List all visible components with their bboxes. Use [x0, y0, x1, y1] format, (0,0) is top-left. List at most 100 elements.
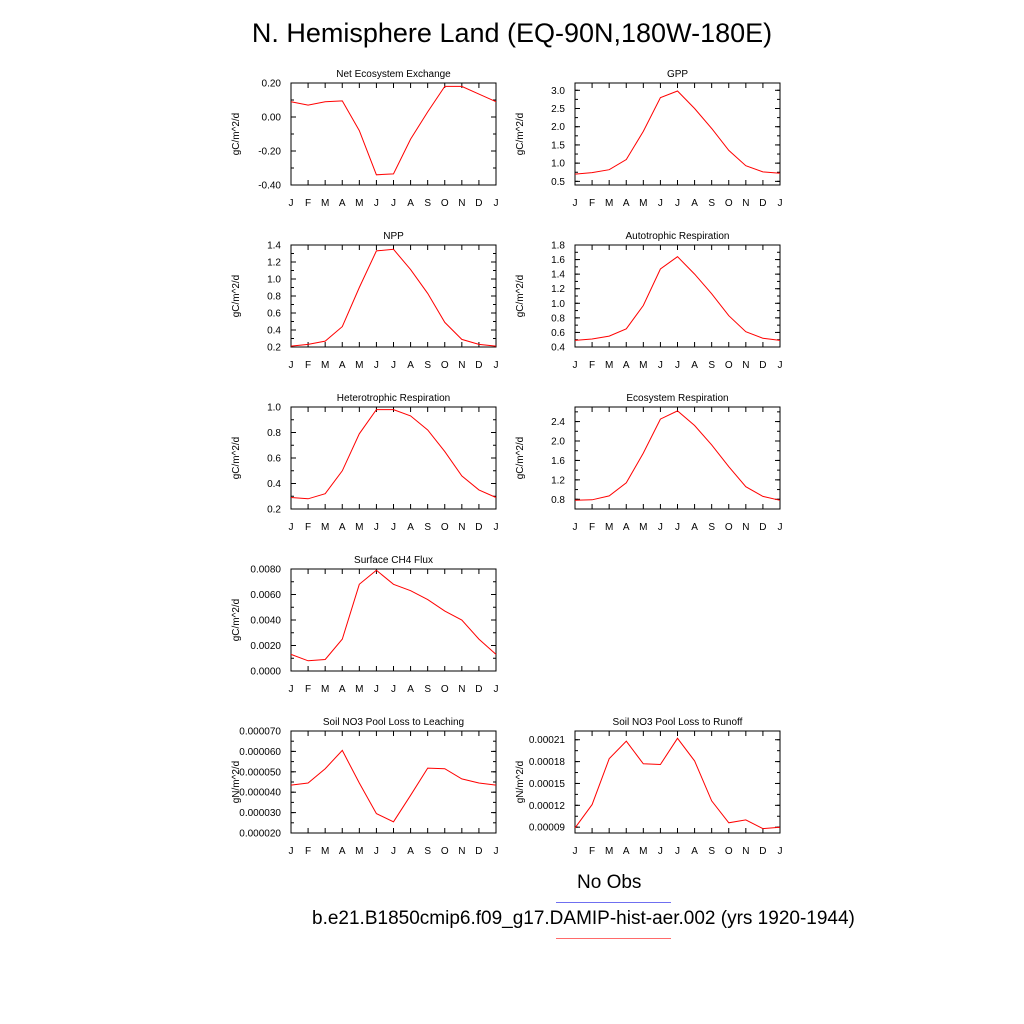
- y-tick-label: 0.4: [551, 343, 565, 354]
- x-tick-label: F: [589, 360, 595, 371]
- x-tick-label: A: [339, 684, 346, 695]
- legend-label-obs: No Obs: [577, 872, 642, 893]
- x-tick-label: J: [573, 846, 578, 857]
- x-tick-label: S: [424, 522, 431, 533]
- x-tick-label: M: [639, 846, 647, 857]
- x-tick-label: A: [339, 522, 346, 533]
- y-tick-label: 0.00012: [529, 801, 566, 812]
- x-tick-label: J: [289, 684, 294, 695]
- x-tick-label: J: [494, 360, 499, 371]
- x-tick-label: F: [305, 522, 311, 533]
- x-tick-label: J: [374, 846, 379, 857]
- y-axis-label: gN/m^2/d: [515, 761, 526, 804]
- y-tick-label: 1.6: [551, 456, 565, 467]
- y-tick-label: 0.000060: [239, 747, 281, 758]
- x-tick-label: O: [725, 522, 733, 533]
- x-tick-label: F: [305, 360, 311, 371]
- x-tick-label: M: [639, 522, 647, 533]
- x-tick-label: A: [407, 684, 414, 695]
- y-axis-label: gC/m^2/d: [515, 275, 526, 318]
- x-tick-label: J: [675, 198, 680, 209]
- x-tick-label: N: [742, 846, 749, 857]
- x-tick-label: M: [321, 846, 329, 857]
- x-tick-label: O: [441, 846, 449, 857]
- x-tick-label: S: [424, 846, 431, 857]
- plot-frame: [290, 82, 497, 186]
- y-tick-label: 0.2: [267, 505, 281, 516]
- x-tick-label: N: [742, 360, 749, 371]
- y-tick-label: 0.00009: [529, 823, 566, 834]
- y-tick-label: 0.0000: [250, 667, 281, 678]
- panel-title: Surface CH4 Flux: [354, 555, 433, 566]
- x-tick-label: M: [639, 198, 647, 209]
- x-tick-label: M: [321, 198, 329, 209]
- y-tick-label: 0.0020: [250, 641, 281, 652]
- y-tick-label: 0.0080: [250, 565, 281, 576]
- x-tick-label: J: [778, 846, 783, 857]
- x-tick-label: N: [458, 846, 465, 857]
- x-tick-label: F: [589, 522, 595, 533]
- y-tick-label: 1.6: [551, 255, 565, 266]
- x-tick-label: D: [759, 198, 766, 209]
- x-tick-label: A: [623, 846, 630, 857]
- x-tick-label: J: [778, 522, 783, 533]
- y-tick-label: 1.0: [551, 159, 565, 170]
- x-tick-label: J: [494, 684, 499, 695]
- x-tick-label: J: [778, 198, 783, 209]
- x-tick-label: S: [708, 360, 715, 371]
- series-line-0: [574, 256, 781, 341]
- y-tick-label: 0.6: [551, 328, 565, 339]
- y-axis-label: gC/m^2/d: [231, 275, 242, 318]
- x-tick-label: O: [441, 684, 449, 695]
- x-tick-label: J: [374, 522, 379, 533]
- y-tick-label: 2.0: [551, 122, 565, 133]
- x-tick-label: A: [691, 846, 698, 857]
- x-tick-label: J: [391, 198, 396, 209]
- x-tick-label: M: [605, 846, 613, 857]
- x-tick-label: M: [355, 684, 363, 695]
- x-tick-label: D: [759, 522, 766, 533]
- series-line-0: [290, 749, 497, 823]
- series-line-0: [290, 409, 497, 500]
- x-tick-label: S: [424, 360, 431, 371]
- x-tick-label: J: [658, 198, 663, 209]
- y-tick-label: 1.0: [551, 299, 565, 310]
- x-tick-label: M: [605, 522, 613, 533]
- x-tick-label: N: [742, 198, 749, 209]
- y-tick-label: 0.8: [551, 495, 565, 506]
- x-tick-label: M: [605, 198, 613, 209]
- x-tick-label: S: [424, 198, 431, 209]
- series-line-0: [290, 248, 497, 347]
- y-tick-label: 0.4: [267, 479, 281, 490]
- y-tick-label: 0.000030: [239, 808, 281, 819]
- y-tick-label: 0.0060: [250, 590, 281, 601]
- y-tick-label: 1.0: [267, 403, 281, 414]
- y-axis-label: gC/m^2/d: [231, 437, 242, 480]
- x-tick-label: D: [475, 198, 482, 209]
- legend-label-case: b.e21.B1850cmip6.f09_g17.DAMIP-hist-aer.…: [312, 908, 855, 929]
- y-axis-label: gC/m^2/d: [231, 599, 242, 642]
- x-tick-label: J: [391, 360, 396, 371]
- x-tick-label: A: [691, 198, 698, 209]
- panel-title: Ecosystem Respiration: [626, 393, 728, 404]
- x-tick-label: A: [407, 360, 414, 371]
- legend-line-obs: [556, 902, 671, 903]
- panel-title: Net Ecosystem Exchange: [336, 69, 451, 80]
- y-tick-label: 2.0: [551, 437, 565, 448]
- x-tick-label: M: [355, 360, 363, 371]
- x-tick-label: O: [441, 360, 449, 371]
- y-tick-label: 0.000050: [239, 767, 281, 778]
- x-tick-label: F: [305, 846, 311, 857]
- x-tick-label: N: [458, 684, 465, 695]
- x-tick-label: J: [391, 846, 396, 857]
- x-tick-label: J: [778, 360, 783, 371]
- x-tick-label: J: [573, 360, 578, 371]
- panel-title: GPP: [667, 69, 688, 80]
- x-tick-label: J: [658, 360, 663, 371]
- plot-frame: [574, 82, 781, 186]
- x-tick-label: J: [494, 522, 499, 533]
- x-tick-label: A: [623, 522, 630, 533]
